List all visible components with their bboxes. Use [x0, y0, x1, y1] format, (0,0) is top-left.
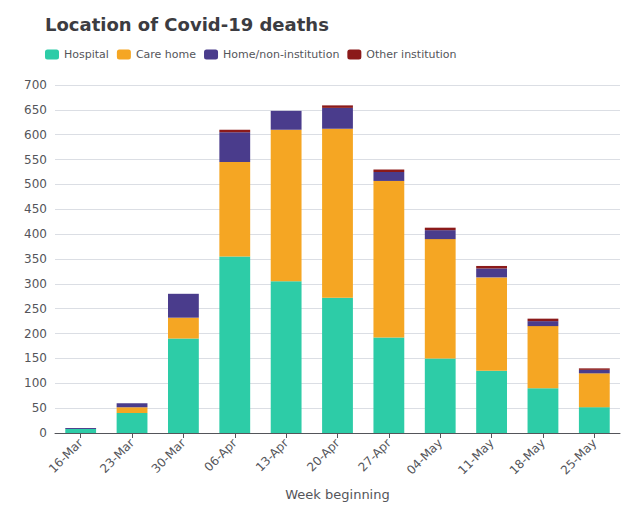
- svg-text:13-Apr: 13-Apr: [253, 436, 291, 474]
- svg-text:50: 50: [32, 401, 47, 415]
- svg-text:550: 550: [24, 153, 47, 167]
- svg-text:0: 0: [39, 426, 47, 440]
- svg-text:400: 400: [24, 227, 47, 241]
- svg-text:Location of Covid-19 deaths: Location of Covid-19 deaths: [45, 14, 329, 35]
- svg-text:Week beginning: Week beginning: [285, 487, 389, 502]
- svg-text:600: 600: [24, 128, 47, 142]
- svg-text:23-Mar: 23-Mar: [97, 436, 137, 476]
- svg-text:Hospital: Hospital: [64, 48, 109, 61]
- svg-text:200: 200: [24, 327, 47, 341]
- svg-text:11-May: 11-May: [455, 436, 496, 477]
- svg-text:30-Mar: 30-Mar: [149, 436, 189, 476]
- svg-text:500: 500: [24, 177, 47, 191]
- svg-text:25-May: 25-May: [558, 436, 599, 477]
- svg-text:04-May: 04-May: [404, 436, 445, 477]
- svg-text:150: 150: [24, 351, 47, 365]
- svg-text:Other institution: Other institution: [366, 48, 456, 61]
- svg-text:700: 700: [24, 78, 47, 92]
- svg-text:650: 650: [24, 103, 47, 117]
- svg-text:06-Apr: 06-Apr: [202, 436, 240, 474]
- svg-text:250: 250: [24, 302, 47, 316]
- svg-text:300: 300: [24, 277, 47, 291]
- svg-text:18-May: 18-May: [507, 436, 548, 477]
- svg-text:16-Mar: 16-Mar: [46, 436, 86, 476]
- svg-text:100: 100: [24, 376, 47, 390]
- svg-text:450: 450: [24, 202, 47, 216]
- svg-text:350: 350: [24, 252, 47, 266]
- svg-text:Home/non-institution: Home/non-institution: [223, 48, 339, 61]
- svg-text:Care home: Care home: [136, 48, 196, 61]
- svg-text:27-Apr: 27-Apr: [356, 436, 394, 474]
- svg-text:20-Apr: 20-Apr: [304, 436, 342, 474]
